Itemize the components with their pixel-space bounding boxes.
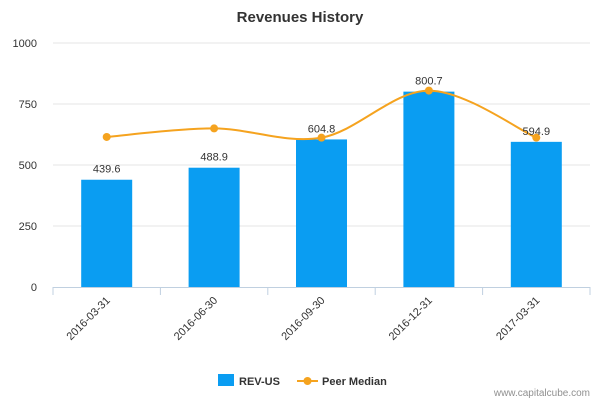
data-label-2016-06-30: 488.9 [200,152,228,164]
data-label-2016-09-30: 604.8 [308,123,336,135]
peer-median-point-2017-03-31 [532,133,541,142]
bar-2016-09-30 [296,139,347,287]
x-tick-label-2016-03-31: 2016-03-31 [65,295,113,343]
y-tick-label-500: 500 [19,160,37,172]
x-tick-label-2016-12-31: 2016-12-31 [387,295,435,343]
bar-2017-03-31 [510,141,562,287]
data-labels: 439.6 488.9 604.8 800.7 594.9 [93,76,550,176]
peer-median-point-2016-12-31 [424,86,433,95]
y-axis: 0 250 500 750 1000 [13,38,37,294]
legend-marker-peer-median [303,377,312,385]
chart-title: Revenues History [237,9,364,26]
x-tick-label-2016-06-30: 2016-06-30 [172,295,220,343]
x-tick-label-2017-03-31: 2017-03-31 [494,295,542,343]
bar-2016-12-31 [403,91,455,287]
x-axis: 2016-03-31 2016-06-30 2016-09-30 2016-12-31… [52,287,591,343]
bar-series [81,91,562,287]
source-credit: www.capitalcube.com [493,388,590,399]
bar-2016-03-31 [81,179,133,287]
peer-median-point-2016-03-31 [102,132,111,141]
legend-label-peer-median: Peer Median [322,376,387,388]
peer-median-point-2016-06-30 [210,124,219,133]
legend-swatch-rev-us [218,374,234,386]
x-tick-label-2016-09-30: 2016-09-30 [279,295,327,343]
y-tick-label-1000: 1000 [13,38,37,50]
bar-2016-06-30 [188,167,240,287]
y-tick-label-750: 750 [19,99,37,111]
peer-median-point-2016-09-30 [317,133,326,142]
y-tick-label-250: 250 [19,221,37,233]
line-series [102,86,541,142]
data-label-2016-12-31: 800.7 [415,76,443,88]
data-label-2016-03-31: 439.6 [93,164,121,176]
data-label-2017-03-31: 594.9 [523,126,551,138]
y-tick-label-0: 0 [31,282,37,294]
legend-label-rev-us: REV-US [239,376,280,388]
legend[interactable]: REV-US Peer Median [218,374,387,388]
